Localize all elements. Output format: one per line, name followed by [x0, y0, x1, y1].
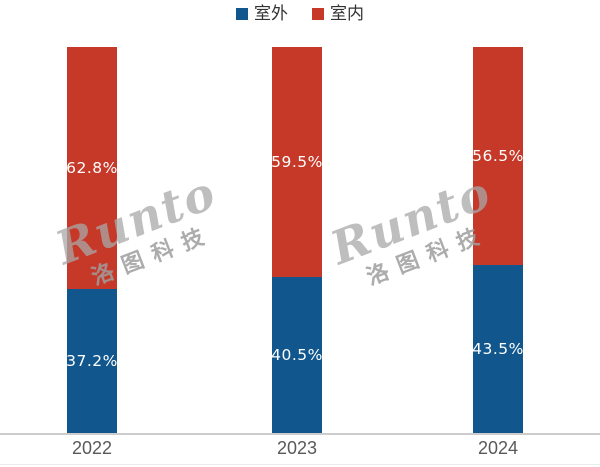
x-axis-line — [0, 433, 600, 435]
value-label: 43.5% — [472, 340, 524, 359]
legend-swatch-indoor-icon — [312, 7, 324, 20]
value-label: 37.2% — [66, 352, 118, 371]
bar-segment-室外-2022: 37.2% — [66, 289, 118, 433]
value-label: 59.5% — [271, 152, 323, 171]
bar-2023: 59.5% 40.5% — [271, 47, 323, 433]
x-tick-2022: 2022 — [71, 438, 113, 458]
legend-label-indoor: 室内 — [330, 4, 364, 23]
legend: 室外 室内 — [0, 5, 600, 22]
bar-segment-室内-2024: 56.5% — [472, 47, 524, 266]
bar-2022: 62.8% 37.2% — [66, 47, 118, 433]
legend-swatch-outdoor-icon — [236, 7, 248, 20]
legend-label-outdoor: 室外 — [254, 4, 288, 23]
plot-area: 62.8% 37.2% 59.5% 40.5% 56.5% 43.5% — [0, 47, 600, 433]
bar-segment-室内-2022: 62.8% — [66, 47, 118, 290]
legend-item-indoor: 室内 — [312, 5, 364, 22]
value-label: 56.5% — [472, 147, 524, 166]
value-label: 40.5% — [271, 345, 323, 364]
bar-segment-室内-2023: 59.5% — [271, 47, 323, 277]
value-label: 62.8% — [66, 159, 118, 178]
bar-segment-室外-2024: 43.5% — [472, 265, 524, 433]
bar-2024: 56.5% 43.5% — [472, 47, 524, 433]
x-tick-2024: 2024 — [477, 438, 519, 458]
bar-segment-室外-2023: 40.5% — [271, 276, 323, 433]
x-tick-2023: 2023 — [276, 438, 318, 458]
legend-item-outdoor: 室外 — [236, 5, 288, 22]
bottom-border — [0, 464, 600, 465]
